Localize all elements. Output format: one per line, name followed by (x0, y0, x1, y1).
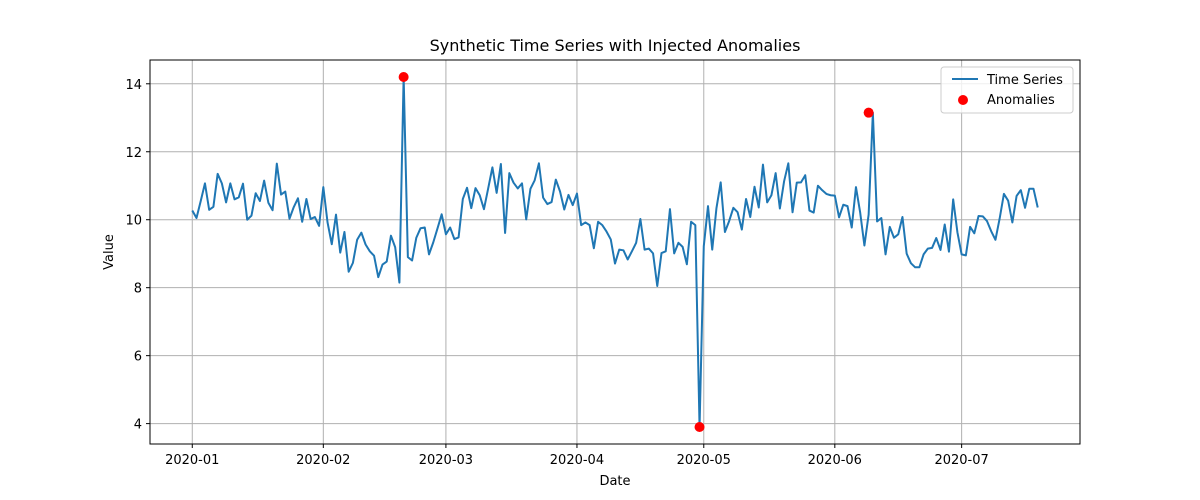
legend-label-anomalies: Anomalies (987, 93, 1055, 108)
chart-title: Synthetic Time Series with Injected Anom… (430, 36, 801, 55)
y-tick-label: 4 (134, 418, 142, 433)
y-tick-label: 14 (125, 78, 142, 93)
series-layer (191, 71, 1039, 433)
x-tick-label: 2020-07 (934, 453, 988, 468)
legend-label-time-series: Time Series (986, 73, 1063, 88)
time-series-line (191, 75, 1039, 429)
y-tick-label: 6 (134, 350, 142, 365)
x-tick-label: 2020-03 (419, 453, 473, 468)
legend-dot-swatch (958, 95, 968, 105)
y-axis: 4 6 8 10 12 14 (125, 78, 150, 433)
legend: Time Series Anomalies (940, 66, 1074, 114)
y-tick-label: 8 (134, 282, 142, 297)
y-tick-label: 12 (125, 146, 142, 161)
x-tick-label: 2020-02 (296, 453, 350, 468)
x-axis-label: Date (599, 474, 630, 489)
y-tick-label: 10 (125, 214, 142, 229)
anomaly-point (694, 422, 705, 433)
x-tick-label: 2020-04 (550, 453, 604, 468)
plot-frame (149, 59, 1081, 445)
x-tick-label: 2020-05 (677, 453, 731, 468)
grid (150, 60, 1080, 444)
x-tick-label: 2020-06 (808, 453, 862, 468)
x-tick-label: 2020-01 (165, 453, 219, 468)
x-axis: 2020-01 2020-02 2020-03 2020-04 2020-05 2020-… (165, 444, 989, 468)
anomaly-point (863, 107, 874, 118)
anomaly-point (398, 71, 409, 82)
y-axis-label: Value (102, 234, 117, 270)
